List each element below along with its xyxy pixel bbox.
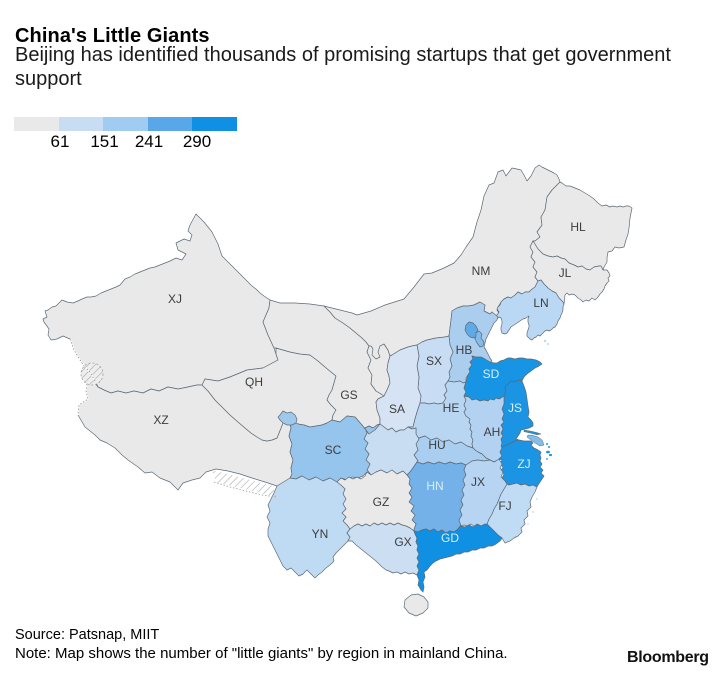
svg-text:HN: HN xyxy=(426,479,443,493)
svg-text:GZ: GZ xyxy=(373,495,390,509)
svg-text:GX: GX xyxy=(394,535,411,549)
svg-text:QH: QH xyxy=(245,375,263,389)
svg-text:YN: YN xyxy=(312,527,329,541)
svg-text:LN: LN xyxy=(533,296,548,310)
svg-text:SX: SX xyxy=(426,354,442,368)
svg-text:XJ: XJ xyxy=(168,292,182,306)
svg-text:HU: HU xyxy=(428,438,445,452)
svg-text:SC: SC xyxy=(325,443,342,457)
svg-text:AH: AH xyxy=(484,425,501,439)
svg-text:JX: JX xyxy=(471,475,485,489)
svg-text:NM: NM xyxy=(472,264,491,278)
svg-text:FJ: FJ xyxy=(498,499,511,513)
svg-text:HE: HE xyxy=(443,401,460,415)
svg-text:XZ: XZ xyxy=(153,413,168,427)
svg-text:HL: HL xyxy=(570,220,586,234)
svg-text:GD: GD xyxy=(441,531,459,545)
svg-text:JL: JL xyxy=(559,266,572,280)
svg-text:SD: SD xyxy=(483,367,500,381)
svg-text:ZJ: ZJ xyxy=(517,457,530,471)
svg-text:HB: HB xyxy=(456,343,473,357)
svg-text:GS: GS xyxy=(340,388,357,402)
svg-text:SA: SA xyxy=(389,402,405,416)
svg-text:JS: JS xyxy=(508,401,522,415)
